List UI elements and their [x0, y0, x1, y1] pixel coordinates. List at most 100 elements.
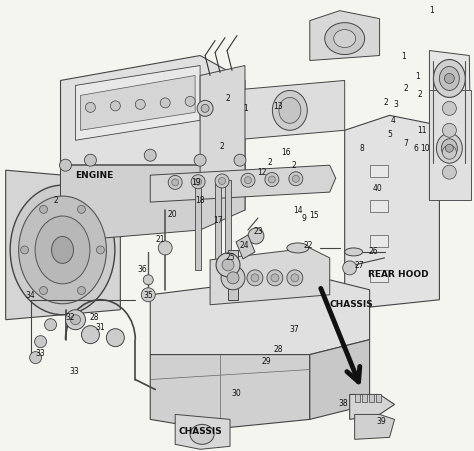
Bar — [215, 182, 221, 265]
Circle shape — [191, 175, 205, 189]
Text: 11: 11 — [417, 126, 426, 135]
Circle shape — [160, 98, 170, 108]
Text: 2: 2 — [417, 90, 422, 99]
Text: 33: 33 — [36, 349, 46, 358]
Bar — [370, 200, 388, 212]
Ellipse shape — [10, 185, 115, 315]
Polygon shape — [61, 165, 245, 240]
Text: 17: 17 — [213, 216, 223, 225]
Circle shape — [446, 144, 453, 152]
Circle shape — [248, 228, 264, 244]
Circle shape — [29, 352, 42, 364]
Text: 3: 3 — [393, 100, 398, 109]
Circle shape — [35, 336, 46, 348]
Circle shape — [343, 261, 356, 275]
Bar — [225, 180, 231, 262]
Circle shape — [168, 175, 182, 189]
Circle shape — [158, 241, 172, 255]
Circle shape — [40, 286, 47, 295]
Circle shape — [185, 97, 195, 106]
Polygon shape — [81, 75, 195, 130]
Circle shape — [85, 102, 95, 112]
Circle shape — [110, 101, 120, 111]
Ellipse shape — [325, 23, 365, 55]
Polygon shape — [310, 340, 370, 419]
Text: 27: 27 — [355, 262, 365, 271]
Text: 16: 16 — [281, 148, 291, 157]
Ellipse shape — [439, 66, 459, 90]
Ellipse shape — [279, 97, 301, 123]
Text: 31: 31 — [96, 323, 105, 332]
Text: 18: 18 — [195, 196, 205, 205]
Circle shape — [251, 274, 259, 282]
Polygon shape — [75, 65, 200, 140]
Ellipse shape — [433, 60, 465, 97]
Ellipse shape — [287, 243, 309, 253]
Text: CHASSIS: CHASSIS — [178, 427, 222, 436]
Text: 23: 23 — [253, 227, 263, 236]
Polygon shape — [200, 65, 245, 185]
Circle shape — [77, 286, 85, 295]
Bar — [375, 395, 381, 402]
Circle shape — [82, 326, 100, 344]
Circle shape — [141, 288, 155, 302]
Text: 1: 1 — [401, 52, 406, 61]
Text: 28: 28 — [273, 345, 283, 354]
Circle shape — [289, 172, 303, 186]
Circle shape — [135, 99, 145, 109]
Circle shape — [267, 270, 283, 286]
Text: 1: 1 — [415, 72, 420, 81]
Text: 19: 19 — [191, 178, 201, 187]
Circle shape — [291, 274, 299, 282]
Text: 38: 38 — [339, 399, 348, 408]
Circle shape — [143, 275, 153, 285]
Text: 20: 20 — [167, 210, 177, 219]
Polygon shape — [310, 11, 380, 60]
Bar — [370, 270, 388, 282]
Polygon shape — [230, 80, 345, 140]
Circle shape — [234, 154, 246, 166]
Circle shape — [216, 253, 240, 277]
Text: 2: 2 — [53, 196, 58, 205]
Circle shape — [245, 177, 252, 184]
Text: 24: 24 — [239, 241, 249, 250]
Text: 30: 30 — [231, 389, 241, 398]
Bar — [362, 395, 366, 402]
Ellipse shape — [18, 196, 106, 304]
Text: CHASSIS: CHASSIS — [330, 300, 374, 309]
Text: 12: 12 — [257, 168, 267, 177]
Text: 10: 10 — [420, 144, 430, 153]
Text: REAR HOOD: REAR HOOD — [368, 270, 428, 279]
Text: 2: 2 — [267, 158, 272, 167]
Circle shape — [271, 274, 279, 282]
Polygon shape — [61, 165, 245, 230]
Circle shape — [195, 178, 201, 185]
Circle shape — [197, 101, 213, 116]
Text: 6: 6 — [413, 144, 418, 153]
Polygon shape — [61, 55, 245, 165]
Text: 4: 4 — [391, 116, 396, 125]
Text: 25: 25 — [225, 253, 235, 262]
Circle shape — [222, 259, 234, 271]
Circle shape — [201, 104, 209, 112]
Text: 32: 32 — [66, 313, 75, 322]
Polygon shape — [236, 235, 255, 259]
Text: 2: 2 — [226, 94, 230, 103]
Text: 1: 1 — [244, 104, 248, 113]
Circle shape — [60, 159, 72, 171]
Circle shape — [194, 154, 206, 166]
Circle shape — [40, 205, 47, 213]
Circle shape — [215, 174, 229, 188]
Circle shape — [442, 145, 456, 159]
Bar — [370, 235, 388, 247]
Ellipse shape — [190, 424, 214, 444]
Circle shape — [65, 310, 85, 330]
Polygon shape — [345, 115, 439, 310]
Polygon shape — [429, 51, 471, 200]
Text: 34: 34 — [26, 291, 36, 300]
Text: 13: 13 — [273, 102, 283, 111]
Polygon shape — [350, 395, 394, 419]
Circle shape — [442, 165, 456, 179]
Ellipse shape — [35, 216, 90, 284]
Circle shape — [96, 246, 104, 254]
